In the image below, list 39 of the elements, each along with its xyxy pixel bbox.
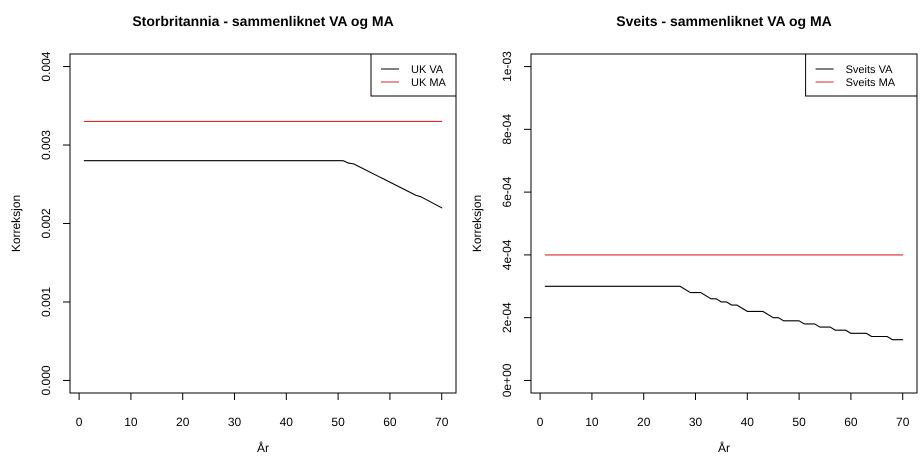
chart-title: Sveits - sammenliknet VA og MA	[616, 13, 832, 29]
y-axis-title: Korreksjon	[470, 194, 484, 252]
x-tick-label: 20	[176, 415, 190, 429]
x-tick-label: 60	[844, 415, 858, 429]
y-tick-label: 2e-04	[500, 302, 514, 334]
x-tick-label: 70	[435, 415, 449, 429]
x-tick-label: 20	[637, 415, 651, 429]
x-tick-label: 50	[792, 415, 806, 429]
chart-title: Storbritannia - sammenliknet VA og MA	[132, 13, 394, 29]
legend-label: UK VA	[411, 64, 444, 76]
y-tick-label: 8e-04	[500, 114, 514, 145]
x-tick-label: 30	[688, 415, 703, 429]
x-tick-label: 0	[536, 415, 544, 429]
y-axis-title: Korreksjon	[9, 194, 23, 252]
legend-label: Sveits VA	[846, 64, 894, 76]
line-series	[544, 286, 904, 340]
x-tick-label: 40	[280, 415, 294, 429]
x-tick-label: 10	[585, 415, 599, 429]
y-tick-label: 0e+00	[500, 363, 514, 398]
x-tick-label: 50	[331, 415, 346, 429]
y-tick-label: 0.000	[39, 365, 53, 396]
x-axis-title: År	[257, 441, 270, 455]
x-tick-label: 60	[383, 415, 397, 429]
x-tick-label: 40	[740, 415, 754, 429]
x-tick-label: 30	[228, 415, 242, 429]
legend-label: UK MA	[411, 77, 446, 89]
y-tick-label: 0.001	[39, 286, 53, 317]
y-tick-label: 1e-03	[500, 50, 514, 82]
legend-label: Sveits MA	[846, 77, 896, 89]
y-tick-label: 0.002	[39, 208, 53, 239]
y-tick-label: 0.004	[39, 51, 53, 82]
y-tick-label: 6e-04	[500, 176, 514, 208]
y-tick-label: 4e-04	[500, 239, 514, 270]
y-tick-label: 0.003	[39, 130, 53, 160]
x-tick-label: 70	[896, 415, 910, 429]
line-series	[84, 160, 442, 208]
x-axis-title: År	[718, 441, 730, 455]
x-tick-label: 0	[76, 415, 83, 429]
x-tick-label: 10	[124, 415, 138, 429]
